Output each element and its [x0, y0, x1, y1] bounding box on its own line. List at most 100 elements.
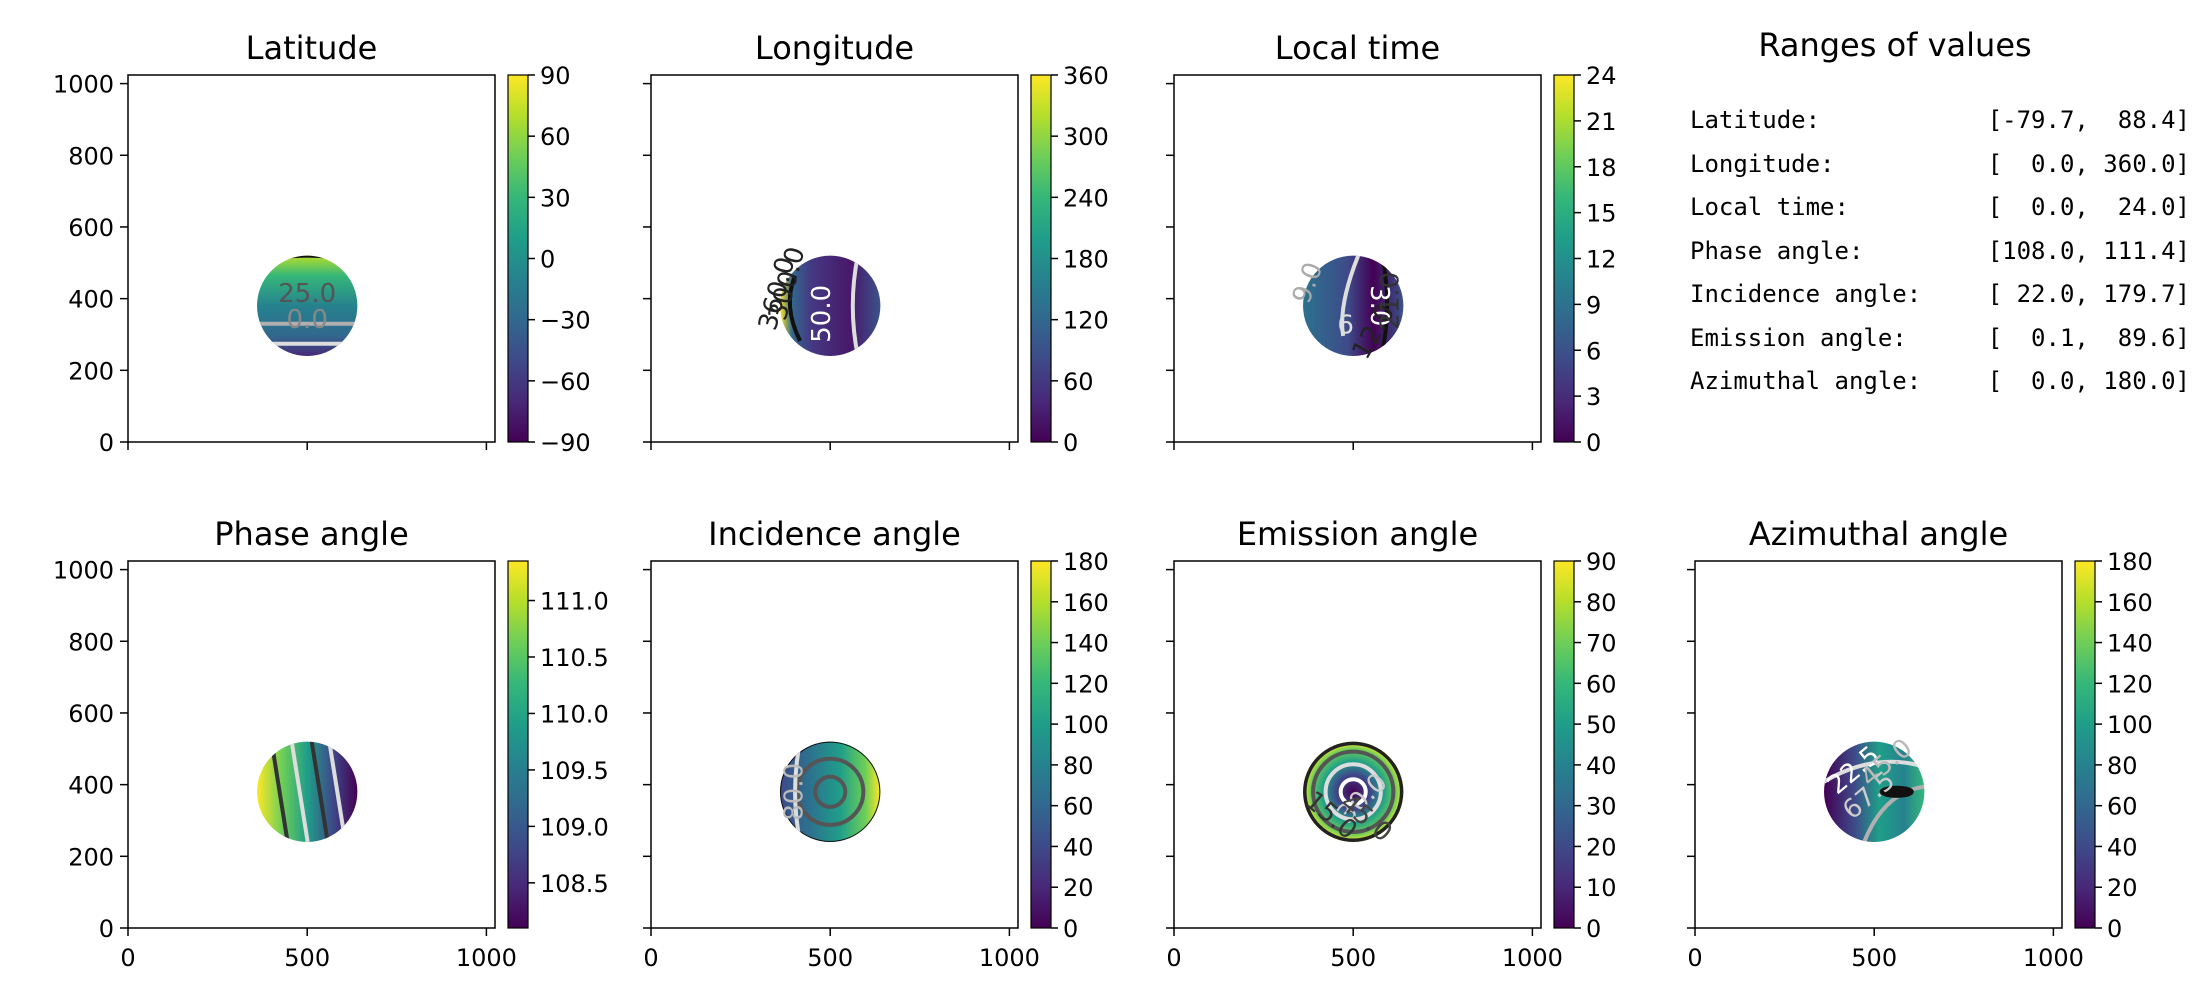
colorbar-tick-label: 80 — [2107, 752, 2138, 780]
axes-latitude: Latitude25.00.002004006008001000−90−60−3… — [53, 29, 591, 457]
x-tick-label: 0 — [643, 944, 658, 972]
contours-local_time — [1340, 255, 1390, 347]
range-value: [ 0.1, 89.6] — [1987, 323, 2190, 352]
colorbar-bar — [507, 560, 529, 929]
contour-label: 6 — [1337, 310, 1354, 340]
contour-label: 21.0 — [1375, 272, 1405, 330]
contour-line — [1340, 255, 1361, 337]
colorbar-tick-label: 0 — [540, 246, 555, 274]
colorbar-tick-label: 0 — [1586, 429, 1601, 457]
ranges-panel: Ranges of values Latitude: [-79.7, 88.4] L… — [1690, 0, 2190, 420]
colorbar-tick-label: −90 — [540, 429, 591, 457]
colorbar-tick-label: 20 — [1063, 874, 1094, 902]
colorbar-azimuthal_angle: 0 20 40 60 80 100 120 140 160 180 — [2074, 548, 2153, 943]
colorbar-tick-label: 80 — [1063, 752, 1094, 780]
colorbar-tick-label: 30 — [540, 184, 571, 212]
colorbar-tick-label: 60 — [1063, 793, 1094, 821]
disk-latitude — [257, 255, 358, 356]
axes-frame — [650, 560, 1019, 929]
colorbar-tick-label: 90 — [540, 62, 571, 90]
range-value: [ 0.0, 360.0] — [1987, 149, 2190, 178]
colorbar-bar — [1553, 74, 1575, 443]
colorbar-bar — [507, 74, 529, 443]
colorbar-tick-label: 60 — [540, 123, 571, 151]
x-tick-label: 1000 — [456, 944, 517, 972]
colorbar-tick-label: 300 — [1063, 123, 1109, 151]
axes-frame — [127, 560, 496, 929]
y-tick-label: 0 — [99, 429, 114, 457]
colorbar-tick-label: 120 — [2107, 670, 2153, 698]
axes-frame — [1173, 560, 1542, 929]
range-row: Incidence angle: [ 22.0, 179.7] — [1690, 280, 2190, 320]
contour-line — [289, 741, 310, 842]
range-row: Local time: [ 0.0, 24.0] — [1690, 193, 2190, 233]
axes-frame — [1694, 560, 2063, 929]
colorbar-tick-label: 140 — [2107, 630, 2153, 658]
colorbar-tick-label: 40 — [1063, 833, 1094, 861]
colorbar-tick-label: 160 — [2107, 589, 2153, 617]
colorbar-latitude: −90 −60 −30 0 30 60 90 — [507, 62, 591, 457]
colorbar-tick-label: 180 — [1063, 548, 1109, 576]
colorbar-tick-label: 0 — [1063, 429, 1078, 457]
x-tick-label: 500 — [1330, 944, 1376, 972]
colorbar-tick-label: 111.0 — [540, 588, 609, 616]
axes-title-phase_angle: Phase angle — [214, 515, 409, 553]
colorbar-tick-label: 18 — [1586, 154, 1617, 182]
colorbar-tick-label: 60 — [1063, 368, 1094, 396]
colorbar-tick-label: 109.5 — [540, 757, 609, 785]
colorbar-tick-label: 3 — [1586, 383, 1601, 411]
x-tick-label: 1000 — [979, 944, 1040, 972]
colorbar-tick-label: 110.5 — [540, 644, 609, 672]
colorbar-tick-label: 6 — [1586, 337, 1601, 365]
axes-frame — [1173, 74, 1542, 443]
colorbar-tick-label: 9 — [1586, 291, 1601, 319]
colorbar-tick-label: 12 — [1586, 246, 1617, 274]
contour-line — [1323, 762, 1383, 822]
contour-line — [1303, 741, 1404, 842]
contour-line — [1381, 260, 1390, 347]
colorbar-tick-label: 70 — [1586, 630, 1617, 658]
colorbar-tick-label: 10 — [1586, 874, 1617, 902]
x-tick-label: 0 — [1687, 944, 1702, 972]
y-tick-label: 1000 — [53, 71, 114, 99]
range-label: Incidence angle: — [1690, 280, 1922, 308]
colorbar-tick-label: 40 — [1586, 752, 1617, 780]
range-value: [ 0.0, 24.0] — [1987, 193, 2190, 221]
colorbar-tick-label: 80 — [1586, 589, 1617, 617]
colorbar-tick-label: −60 — [540, 368, 591, 396]
range-row: Phase angle: [108.0, 111.4] — [1690, 237, 2190, 277]
x-tick-label: 1000 — [2023, 944, 2084, 972]
x-tick-label: 500 — [1851, 944, 1897, 972]
colorbar-local_time: 0 3 6 9 12 15 18 21 24 — [1553, 62, 1617, 457]
y-tick-label: 400 — [68, 772, 114, 800]
disk-emission_angle — [1303, 741, 1404, 842]
colorbar-bar — [1030, 560, 1052, 929]
axes-title-azimuthal_angle: Azimuthal angle — [1749, 515, 2008, 553]
colorbar-tick-label: 100 — [1063, 711, 1109, 739]
colorbar-tick-label: 108.5 — [540, 870, 609, 898]
contour-label: 50.0 — [807, 285, 837, 343]
colorbar-tick-label: 21 — [1586, 108, 1617, 136]
colorbar-tick-label: 109.0 — [540, 813, 609, 841]
y-tick-label: 1000 — [53, 557, 114, 585]
range-row: Longitude: [ 0.0, 360.0] — [1690, 150, 2190, 190]
contour-line — [813, 774, 848, 809]
colorbar-tick-label: 140 — [1063, 630, 1109, 658]
colorbar-tick-label: 0 — [1063, 915, 1078, 943]
contour-line — [1311, 749, 1396, 834]
y-tick-label: 0 — [99, 915, 114, 943]
axes-frame — [127, 74, 496, 443]
colorbar-tick-label: −30 — [540, 307, 591, 335]
range-value: [-79.7, 88.4] — [1987, 106, 2190, 134]
y-tick-label: 600 — [68, 700, 114, 728]
contour-line — [269, 741, 290, 842]
colorbar-tick-label: 180 — [1063, 246, 1109, 274]
x-tick-label: 0 — [120, 944, 135, 972]
ranges-title: Ranges of values — [1758, 26, 2032, 64]
colorbar-tick-label: 50 — [1586, 711, 1617, 739]
range-row: Latitude: [-79.7, 88.4] — [1690, 106, 2190, 146]
contour-line — [850, 255, 860, 356]
